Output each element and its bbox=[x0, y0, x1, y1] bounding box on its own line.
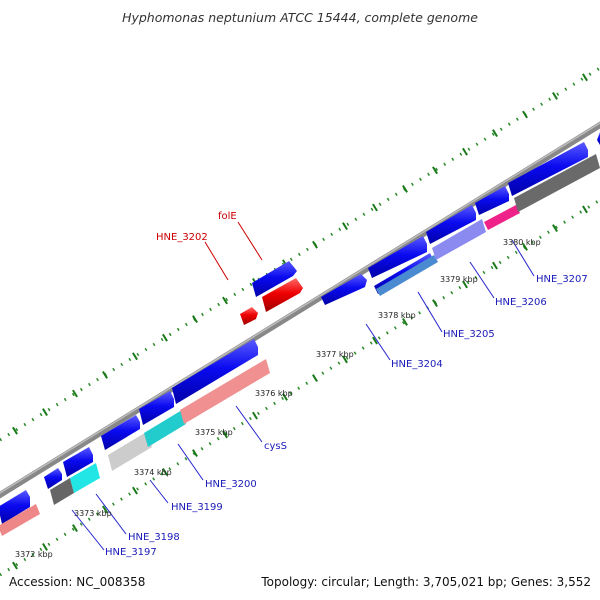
highlighted-genes bbox=[240, 278, 303, 325]
tick-mark bbox=[462, 280, 468, 289]
tick-mark bbox=[582, 205, 588, 214]
gene-arrow-hne-3202[interactable] bbox=[240, 307, 258, 325]
genome-summary-text: Topology: circular; Length: 3,705,021 bp… bbox=[260, 575, 591, 589]
tick-mark bbox=[222, 296, 228, 305]
gene-arrow-fole[interactable] bbox=[262, 278, 303, 312]
tick-mark bbox=[432, 299, 438, 308]
tick-mark bbox=[372, 336, 378, 345]
tick-mark bbox=[162, 467, 168, 476]
tick-mark bbox=[492, 129, 498, 138]
feature-bars bbox=[0, 154, 600, 536]
outer-frame-ring bbox=[0, 66, 600, 442]
gene-label-hne-3202[interactable]: HNE_3202 bbox=[156, 232, 208, 243]
tick-mark bbox=[582, 73, 588, 82]
tick-mark bbox=[252, 411, 258, 420]
tick-mark bbox=[522, 242, 528, 251]
tick-mark bbox=[342, 222, 348, 231]
tick-mark bbox=[432, 166, 438, 175]
tick-mark bbox=[162, 333, 168, 342]
tick-mark bbox=[312, 240, 318, 249]
forward-strand-genes bbox=[0, 132, 600, 524]
tick-label-3377: 3377 kbp bbox=[316, 350, 354, 359]
tick-mark bbox=[102, 370, 108, 379]
tick-mark bbox=[342, 355, 348, 364]
gene-label-fole[interactable]: folE bbox=[218, 211, 237, 222]
gene-arrow[interactable] bbox=[368, 236, 427, 278]
tick-mark bbox=[42, 408, 48, 417]
gene-arrow[interactable] bbox=[139, 391, 174, 425]
tick-mark bbox=[402, 317, 408, 326]
inner-frame-ring bbox=[0, 198, 600, 577]
tick-mark bbox=[402, 184, 408, 193]
gene-arrow[interactable] bbox=[321, 274, 367, 305]
tick-label-3379: 3379 kbp bbox=[440, 275, 478, 284]
tick-mark bbox=[72, 524, 78, 533]
tick-label-3380: 3380 kbp bbox=[503, 238, 541, 247]
tick-mark bbox=[552, 224, 558, 233]
tick-mark bbox=[312, 374, 318, 383]
gene-label-hne-3207[interactable]: HNE_3207 bbox=[536, 274, 588, 285]
tick-mark bbox=[192, 315, 198, 324]
gene-arrow[interactable] bbox=[101, 415, 140, 450]
gene-label-hne-3204[interactable]: HNE_3204 bbox=[391, 359, 443, 370]
map-title: Hyphomonas neptunium ATCC 15444, complet… bbox=[122, 10, 478, 25]
tick-mark bbox=[12, 561, 18, 570]
gene-arrow[interactable] bbox=[0, 490, 30, 524]
tick-mark bbox=[552, 91, 558, 100]
tick-labels: 3372 kbp 3373 kbp 3374 kbp 3375 kbp 3376… bbox=[15, 238, 541, 559]
tick-mark bbox=[372, 203, 378, 212]
gene-arrow[interactable] bbox=[252, 261, 297, 297]
gene-label-hne-3199[interactable]: HNE_3199 bbox=[171, 502, 223, 513]
tick-mark bbox=[132, 486, 138, 495]
gene-label-hne-3197[interactable]: HNE_3197 bbox=[105, 547, 157, 558]
tick-label-3376: 3376 kbp bbox=[255, 389, 293, 398]
gene-arrow[interactable] bbox=[44, 468, 62, 489]
leader-lines bbox=[71, 239, 535, 551]
tick-mark bbox=[132, 352, 138, 361]
outer-major-ticks bbox=[12, 73, 588, 435]
gene-arrow[interactable] bbox=[508, 142, 588, 196]
gene-label-hne-3198[interactable]: HNE_3198 bbox=[128, 532, 180, 543]
tick-mark bbox=[72, 389, 78, 398]
tick-mark bbox=[12, 426, 18, 435]
tick-label-3372: 3372 kbp bbox=[15, 550, 53, 559]
tick-mark bbox=[222, 430, 228, 439]
genome-backbone bbox=[0, 121, 600, 499]
gene-arrow[interactable] bbox=[426, 205, 476, 244]
gene-label-hne-3205[interactable]: HNE_3205 bbox=[443, 329, 495, 340]
gene-arrow[interactable] bbox=[475, 186, 509, 215]
tick-mark bbox=[282, 392, 288, 401]
tick-mark bbox=[42, 542, 48, 551]
gene-label-hne-3206[interactable]: HNE_3206 bbox=[495, 297, 547, 308]
tick-mark bbox=[492, 261, 498, 270]
inner-major-ticks bbox=[12, 205, 588, 570]
tick-mark bbox=[102, 505, 108, 514]
gene-arrow[interactable] bbox=[172, 339, 258, 404]
gene-arrow[interactable] bbox=[63, 447, 93, 477]
tick-mark bbox=[522, 110, 528, 119]
tick-mark bbox=[192, 449, 198, 458]
gene-label-hne-3200[interactable]: HNE_3200 bbox=[205, 479, 257, 490]
accession-text: Accession: NC_008358 bbox=[9, 575, 145, 589]
tick-label-3374: 3374 kbp bbox=[134, 468, 172, 477]
red-leader-lines bbox=[204, 221, 263, 281]
gene-arrow[interactable] bbox=[597, 132, 600, 145]
tick-label-3375: 3375 kbp bbox=[195, 428, 233, 437]
tick-label-3373: 3373 kbp bbox=[74, 509, 112, 518]
gene-label-cyss[interactable]: cysS bbox=[264, 441, 287, 452]
tick-label-3378: 3378 kbp bbox=[378, 311, 416, 320]
tick-mark bbox=[462, 147, 468, 156]
gene-labels: HNE_3202 folE HNE_3197 HNE_3198 HNE_3199… bbox=[105, 211, 588, 558]
